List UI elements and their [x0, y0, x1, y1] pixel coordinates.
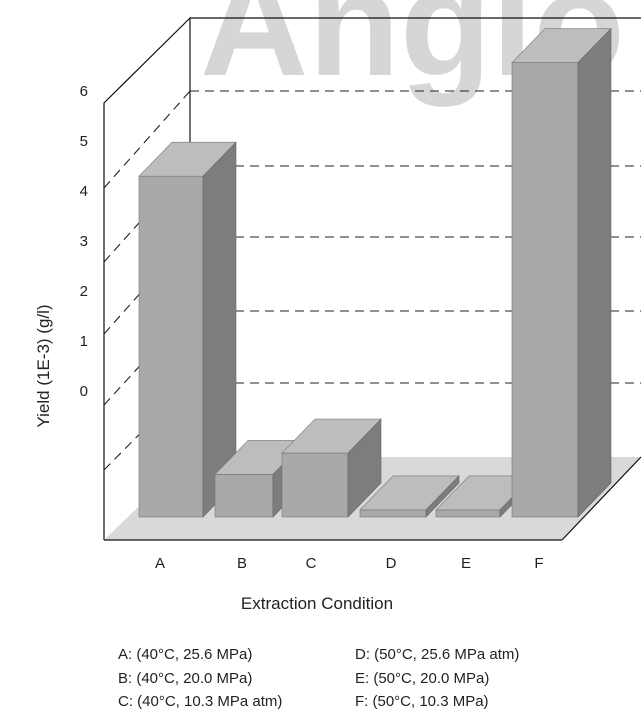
y-tick-label: 6	[80, 83, 88, 100]
y-tick-label: 4	[80, 183, 88, 200]
key-entry-c: C: (40°C, 10.3 MPa atm)	[118, 693, 282, 710]
side-gridline	[103, 90, 191, 189]
y-tick-label: 1	[80, 333, 88, 350]
side-wall-edge	[103, 17, 191, 540]
x-category-label: F	[534, 555, 543, 572]
x-category-label: C	[306, 555, 317, 572]
bar-f	[511, 27, 612, 518]
x-category-label: E	[461, 555, 471, 572]
y-tick-label: 2	[80, 283, 88, 300]
key-entry-a: A: (40°C, 25.6 MPa)	[118, 646, 252, 663]
y-axis-title: Yield (1E-3) (g/l)	[34, 304, 53, 427]
x-category-label: D	[386, 555, 397, 572]
y-tick-label: 0	[80, 383, 88, 400]
y-tick-label: 5	[80, 133, 88, 150]
bar-front-face	[511, 62, 579, 518]
y-tick-label: 3	[80, 233, 88, 250]
bar-a	[138, 141, 237, 518]
x-category-label: B	[237, 555, 247, 572]
bar-side-face	[577, 27, 612, 518]
key-entry-b: B: (40°C, 20.0 MPa)	[118, 670, 252, 687]
bar-side-face	[347, 418, 382, 518]
bar-front-face	[214, 474, 274, 518]
x-axis-title: Extraction Condition	[241, 594, 393, 613]
bar-front-face	[138, 175, 204, 518]
floor-right-edge	[561, 456, 642, 541]
bar-front-face	[359, 509, 427, 518]
x-category-label: A	[155, 555, 165, 572]
y-tick-labels: 0 1 2 3 4 5 6	[80, 83, 88, 400]
condition-key: A: (40°C, 25.6 MPa) B: (40°C, 20.0 MPa) …	[118, 646, 519, 710]
key-entry-d: D: (50°C, 25.6 MPa atm)	[355, 646, 519, 663]
bar-side-face	[425, 475, 460, 518]
bar-front-face	[281, 452, 349, 518]
bars-group	[138, 27, 612, 518]
bar-front-face	[435, 509, 501, 518]
bar-c	[281, 418, 382, 518]
key-entry-f: F: (50°C, 10.3 MPa)	[355, 693, 489, 710]
x-category-labels: A B C D E F	[155, 555, 544, 572]
bar-d	[359, 475, 460, 518]
key-entry-e: E: (50°C, 20.0 MPa)	[355, 670, 489, 687]
